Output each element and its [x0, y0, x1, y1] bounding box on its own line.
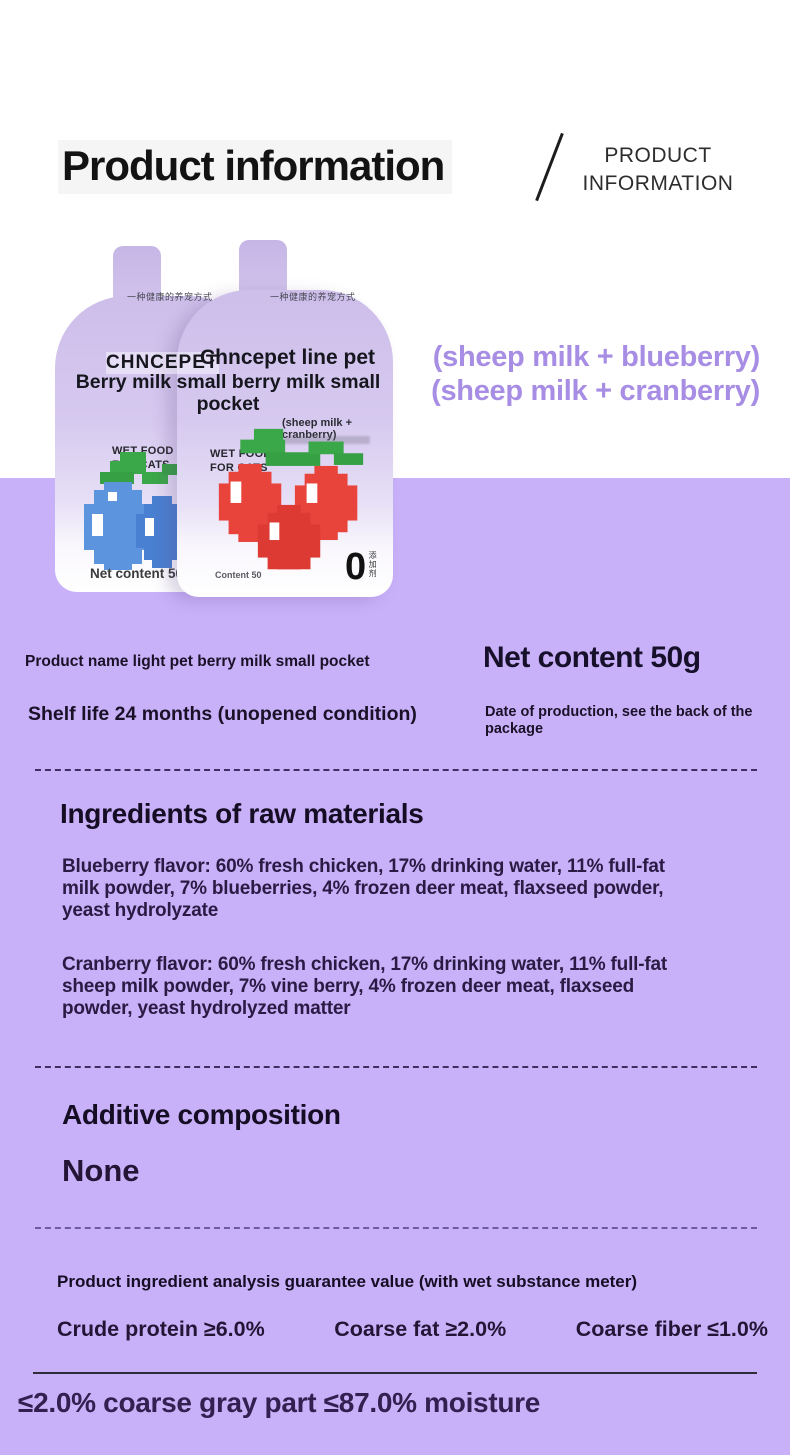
cranberry-pouch: 一种健康的养宠方式 (sheep milk + cranberry) WET F… [177, 240, 393, 597]
page-eyebrow: PRODUCT INFORMATION [572, 142, 744, 199]
zero-mark: 0 [345, 546, 367, 588]
info-panel-background [0, 478, 790, 1455]
right-pouch-title: Chncepet line pet [200, 346, 376, 369]
solid-divider [33, 1372, 757, 1374]
dashed-divider [35, 1227, 757, 1229]
ingredients-heading: Ingredients of raw materials [60, 798, 424, 829]
eyebrow-line-2: INFORMATION [582, 172, 734, 196]
analysis-values-row: Crude protein ≥6.0% Coarse fat ≥2.0% Coa… [57, 1317, 768, 1342]
cranberry-pixel-art-icon [218, 428, 364, 570]
content-label: Content 50 [215, 570, 262, 580]
pouch-tagline: 一种健康的养宠方式 [127, 292, 213, 302]
flavors-headline: (sheep milk + blueberry) (sheep milk + c… [431, 341, 760, 407]
flavor-note: (sheep milk + cranberry) [282, 417, 353, 441]
shelf-life-label: Shelf life 24 months (unopened condition… [28, 703, 417, 725]
additives-heading: Additive composition [62, 1099, 341, 1130]
brand-logo: CHNCEPET [106, 352, 219, 374]
dashed-divider [35, 1066, 757, 1068]
analysis-heading: Product ingredient analysis guarantee va… [57, 1272, 638, 1291]
coarse-fiber-value: Coarse fiber ≤1.0% [575, 1317, 768, 1341]
crude-protein-value: Crude protein ≥6.0% [57, 1317, 265, 1341]
page-title: Product information [58, 140, 453, 194]
pouch-tagline: 一种健康的养宠方式 [270, 292, 356, 302]
dashed-divider [35, 769, 757, 771]
pouch-overlay-title: Berry milk small berry milk small pocket [75, 371, 381, 415]
blueberry-ingredients: Blueberry flavor: 60% fresh chicken, 17%… [62, 856, 665, 922]
zero-additives-badge: 0 添加剂 [345, 548, 378, 586]
net-content-label: Net content 50g [90, 566, 192, 581]
net-content-value: Net content 50g [483, 641, 701, 674]
eyebrow-line-1: PRODUCT [604, 144, 712, 167]
title-slash-divider [535, 132, 564, 202]
coarse-fat-value: Coarse fat ≥2.0% [334, 1317, 507, 1341]
analysis-footer: ≤2.0% coarse gray part ≤87.0% moisture [18, 1387, 541, 1418]
blurred-text-bar [284, 436, 370, 444]
product-name-label: Product name light pet berry milk small … [25, 653, 370, 670]
production-date-label: Date of production, see the back of the … [485, 704, 753, 737]
blueberry-pixel-art-icon [84, 452, 188, 570]
additives-value: None [62, 1153, 140, 1188]
cranberry-ingredients: Cranberry flavor: 60% fresh chicken, 17%… [62, 954, 667, 1020]
zero-note: 添加剂 [368, 551, 378, 578]
